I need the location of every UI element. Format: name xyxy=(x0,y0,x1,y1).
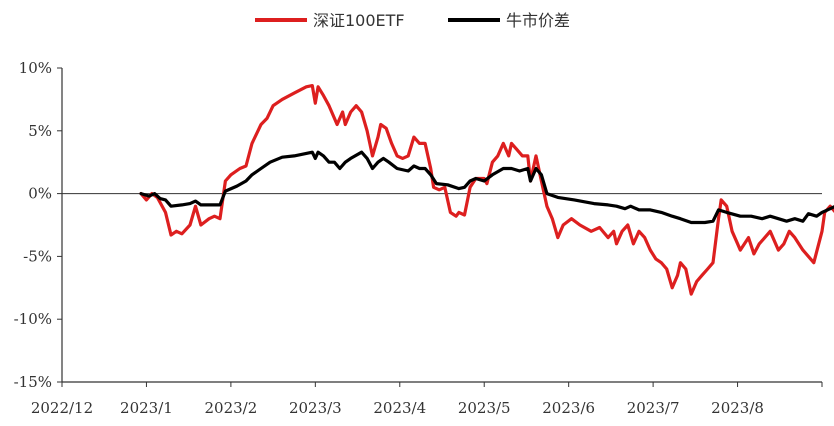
x-tick-label: 2023/3 xyxy=(289,399,342,417)
x-tick-label: 2023/2 xyxy=(204,399,257,417)
legend-label-bull-spread: 牛市价差 xyxy=(506,11,570,30)
x-tick-label: 2023/5 xyxy=(458,399,511,417)
x-tick-label: 2023/6 xyxy=(542,399,595,417)
y-tick-label: -10% xyxy=(14,310,52,328)
y-tick-label: -5% xyxy=(23,247,52,265)
legend-label-shenzhen-100-etf: 深证100ETF xyxy=(313,11,405,30)
x-tick-label: 2022/12 xyxy=(31,399,93,417)
chart-series xyxy=(139,83,834,296)
y-tick-label: 5% xyxy=(28,122,52,140)
chart-axes: 10% 5% 0% -5% -10% -15% 2022/12 2023/1 2023/2 202… xyxy=(14,59,823,417)
y-tick-label: 10% xyxy=(19,59,52,77)
chart-legend: 深证100ETF 牛市价差 xyxy=(255,11,570,30)
series-line-bull-spread xyxy=(139,150,834,225)
x-tick-label: 2023/4 xyxy=(373,399,426,417)
x-tick-label: 2023/8 xyxy=(711,399,764,417)
y-tick-label: 0% xyxy=(28,185,52,203)
y-tick-label: -15% xyxy=(14,373,52,391)
x-tick-label: 2023/7 xyxy=(627,399,680,417)
x-tick-label: 2023/1 xyxy=(120,399,173,417)
series-line-shenzhen-100-etf xyxy=(139,83,834,296)
